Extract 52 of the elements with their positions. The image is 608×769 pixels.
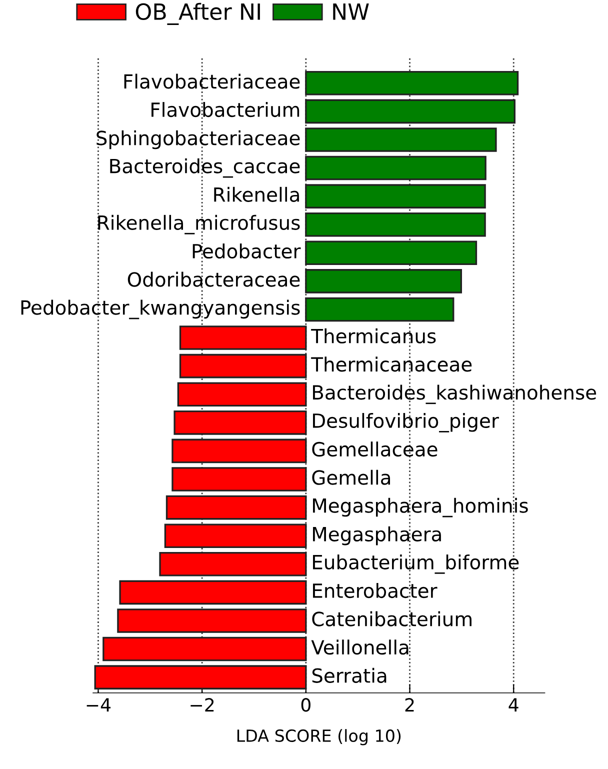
y-tick-label: Bacteroides_caccae xyxy=(110,158,300,178)
y-tick-label: Pedobacter_kwangyangensis xyxy=(21,300,300,320)
bar xyxy=(117,608,307,633)
y-tick-label: Megasphaera xyxy=(313,526,441,546)
y-tick-label: Flavobacterium xyxy=(152,102,300,118)
y-tick-label: Megasphaera_hominis xyxy=(313,498,528,518)
bar xyxy=(179,354,307,378)
legend-label: OB_After NI xyxy=(136,2,260,25)
legend-label: NW xyxy=(333,4,369,20)
bar xyxy=(174,410,307,435)
y-tick-label: Catenibacterium xyxy=(312,611,472,626)
y-tick-label: Sphingobacteriaceae xyxy=(96,130,300,150)
bar xyxy=(94,665,307,690)
y-tick-label: Pedobacter xyxy=(192,243,301,259)
y-tick-label: Desulfovibrio_piger xyxy=(313,412,499,432)
x-tick-label: 2 xyxy=(405,698,414,712)
bar xyxy=(305,240,478,266)
bar xyxy=(179,326,307,350)
bar xyxy=(305,184,486,208)
bar xyxy=(305,128,497,152)
x-tick-label: −2 xyxy=(190,698,214,712)
y-tick-label: Serratia xyxy=(312,668,386,683)
bar xyxy=(305,269,462,294)
x-tick-label: 0 xyxy=(301,698,310,712)
bar xyxy=(159,552,307,576)
y-tick-label: Rikenella xyxy=(214,186,299,202)
y-tick-label: Bacteroides_kashiwanohense xyxy=(313,384,596,404)
bar xyxy=(164,524,307,548)
bar xyxy=(119,580,307,605)
y-tick-label: Rikenella_microfusus xyxy=(98,214,300,234)
bar xyxy=(305,297,454,322)
x-axis-title: LDA SCORE (log 10) xyxy=(237,729,401,746)
bar xyxy=(102,636,307,662)
y-tick-label: Veillonella xyxy=(311,640,408,655)
bar xyxy=(305,70,519,96)
bar xyxy=(177,382,307,407)
y-tick-label: Flavobacteriaceae xyxy=(124,74,300,89)
x-tick-label: −4 xyxy=(86,698,111,712)
bar xyxy=(305,212,486,237)
y-tick-label: Gemellaceae xyxy=(312,442,438,457)
y-tick-label: Odoribacteraceae xyxy=(128,272,300,287)
bar xyxy=(166,495,307,520)
bar xyxy=(305,156,486,180)
bar xyxy=(172,438,307,464)
bar xyxy=(172,467,307,492)
y-tick-label: Eubacterium_biforme xyxy=(313,554,519,574)
y-tick-label: Enterobacter xyxy=(313,583,438,598)
y-tick-label: Thermicanus xyxy=(311,328,436,344)
y-tick-label: Thermicanaceae xyxy=(311,356,472,372)
x-tick-label: 4 xyxy=(508,698,518,712)
y-tick-label: Gemella xyxy=(312,470,390,485)
bar xyxy=(305,99,516,124)
